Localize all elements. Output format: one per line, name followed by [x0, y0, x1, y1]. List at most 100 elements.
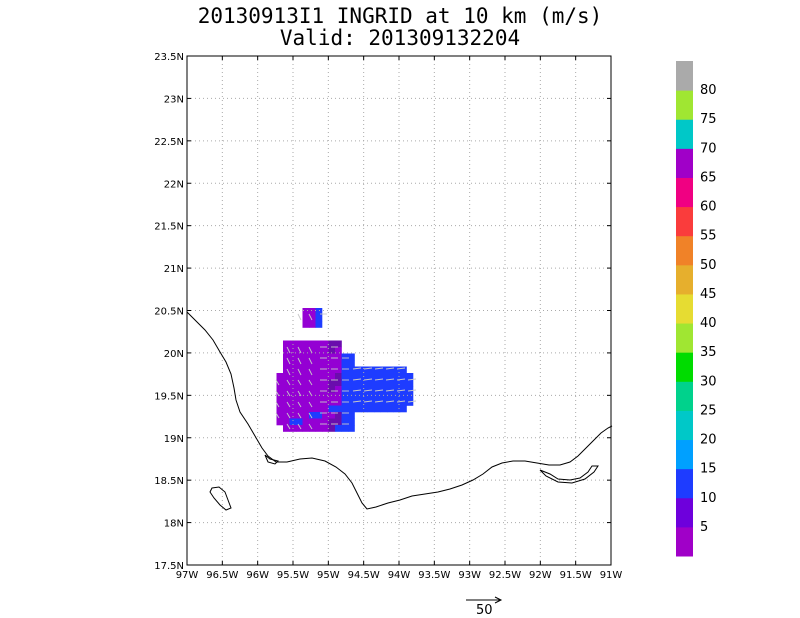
- wind-cell: [341, 392, 349, 400]
- wind-cell: [322, 366, 329, 374]
- wind-cell: [387, 399, 394, 406]
- wind-cell: [341, 373, 349, 380]
- colorbar-swatch: [676, 468, 693, 499]
- wind-cell: [315, 418, 323, 426]
- colorbar-swatch: [676, 264, 693, 295]
- wind-cell: [309, 321, 316, 328]
- wind-vector: [385, 378, 395, 381]
- wind-cell: [289, 366, 297, 374]
- wind-cell: [322, 412, 329, 419]
- wind-cell: [283, 379, 290, 387]
- wind-cell: [335, 340, 342, 348]
- lon-tick-label: 96.5W: [206, 570, 238, 581]
- wind-cell: [309, 366, 316, 374]
- wind-cell: [289, 392, 297, 400]
- wind-cell: [393, 405, 401, 413]
- colorbar-swatch: [676, 119, 693, 149]
- wind-vector: [308, 379, 313, 386]
- wind-cell: [380, 399, 388, 406]
- lat-tick-label: 23.5N: [154, 52, 184, 63]
- wind-cell: [361, 392, 368, 400]
- wind-cell: [283, 399, 290, 406]
- colorbar-swatch: [676, 526, 693, 557]
- wind-vector: [297, 368, 302, 376]
- wind-cell: [367, 392, 375, 400]
- wind-vector: [308, 401, 313, 408]
- wind-cell: [322, 360, 329, 367]
- colorbar-swatch: [676, 381, 693, 411]
- lon-tick-label: 91.5W: [560, 570, 592, 581]
- wind-cell: [328, 340, 336, 348]
- wind-cell: [374, 392, 381, 400]
- wind-cell: [341, 418, 349, 426]
- lat-tick-label: 19N: [164, 434, 184, 445]
- wind-cell: [348, 405, 355, 413]
- wind-cell: [387, 392, 394, 400]
- wind-cell: [400, 386, 407, 393]
- wind-cell: [309, 405, 316, 413]
- wind-cell: [341, 379, 349, 387]
- wind-cell: [406, 392, 414, 400]
- wind-cell: [315, 379, 323, 387]
- wind-cell: [348, 418, 355, 426]
- wind-cell: [276, 405, 284, 413]
- wind-vector: [407, 389, 417, 392]
- lat-tick-label: 18.5N: [154, 476, 184, 487]
- wind-cell: [315, 405, 323, 413]
- wind-vector: [275, 412, 280, 419]
- wind-vector: [407, 400, 417, 403]
- lon-tick-label: 91W: [600, 570, 623, 581]
- coastline-east-lagoon: [539, 465, 599, 484]
- coastline: [186, 311, 613, 510]
- wind-vector: [352, 400, 362, 403]
- wind-cell: [328, 379, 336, 387]
- wind-speed-field: [275, 308, 417, 432]
- wind-vector: [297, 401, 302, 408]
- wind-cell: [348, 366, 355, 374]
- colorbar-label: 70: [700, 141, 717, 156]
- wind-vector: [275, 379, 280, 386]
- wind-cell: [322, 353, 329, 361]
- wind-cell: [315, 347, 323, 354]
- wind-cell: [406, 399, 414, 406]
- lat-tick-label: 19.5N: [154, 391, 184, 402]
- wind-cell: [289, 412, 297, 419]
- wind-cell: [315, 399, 323, 406]
- colorbar-swatch: [676, 293, 693, 324]
- lat-tick-label: 17.5N: [154, 561, 184, 572]
- wind-cell: [335, 360, 342, 367]
- colorbar-swatch: [676, 206, 693, 237]
- wind-cell: [296, 418, 303, 426]
- wind-cell: [335, 392, 342, 400]
- wind-vector: [297, 357, 302, 365]
- wind-cell: [322, 347, 329, 354]
- reference-vector: 50: [466, 596, 503, 618]
- lat-tick-label: 18N: [164, 519, 184, 530]
- wind-cell: [367, 399, 375, 406]
- map-title: 20130913I1 INGRID at 10 km (m/s): [197, 4, 603, 28]
- lon-tick-label: 95W: [317, 570, 340, 581]
- wind-vector: [286, 368, 291, 376]
- wind-vector: [275, 390, 280, 397]
- wind-cell: [367, 379, 375, 387]
- wind-cell: [283, 353, 290, 361]
- wind-cell: [315, 425, 323, 432]
- lat-tick-label: 20N: [164, 349, 184, 360]
- wind-cell: [328, 392, 336, 400]
- wind-cell: [276, 399, 284, 406]
- wind-cell: [289, 347, 297, 354]
- colorbar-label: 65: [700, 170, 717, 185]
- colorbar-swatch: [676, 61, 693, 91]
- wind-vector: [385, 400, 395, 403]
- wind-cell: [354, 386, 362, 393]
- wind-cell: [374, 399, 381, 406]
- wind-cell: [393, 366, 401, 374]
- wind-cell: [302, 366, 310, 374]
- wind-cell: [393, 379, 401, 387]
- wind-cell: [380, 392, 388, 400]
- wind-cell: [328, 412, 336, 419]
- colorbar-swatch: [676, 148, 693, 178]
- wind-cell: [341, 353, 349, 361]
- wind-cell: [276, 373, 284, 380]
- colorbar-swatch: [676, 235, 693, 266]
